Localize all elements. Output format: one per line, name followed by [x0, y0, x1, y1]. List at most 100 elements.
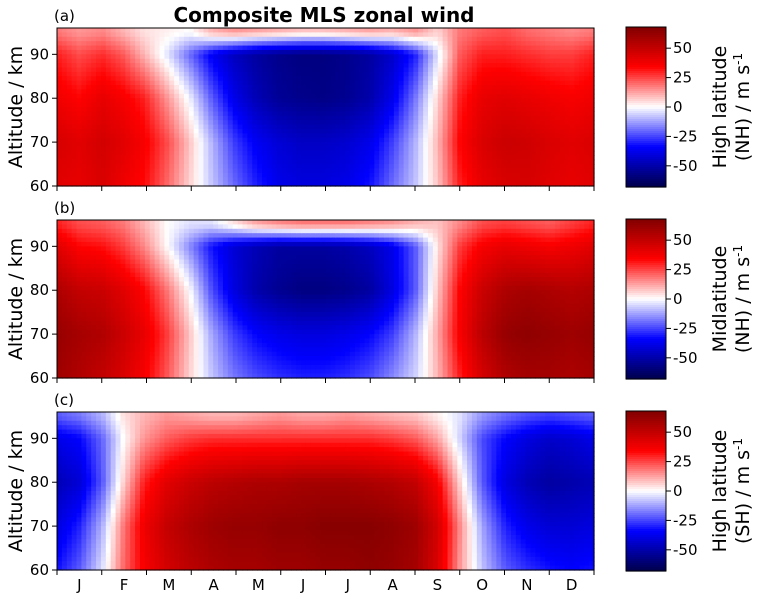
heatmap-cell: [428, 155, 434, 161]
heatmap-cell: [164, 102, 170, 108]
heatmap-cell: [203, 124, 209, 130]
heatmap-cell: [183, 155, 190, 161]
heatmap-cell: [491, 111, 497, 117]
heatmap-cell: [110, 93, 117, 99]
heatmap-cell: [437, 63, 444, 69]
heatmap-cell: [369, 28, 375, 33]
heatmap-cell: [296, 76, 302, 82]
heatmap-cell: [301, 58, 307, 64]
heatmap-cell: [179, 164, 185, 170]
heatmap-cell: [96, 255, 102, 261]
colorbar-label-exponent: -1: [731, 53, 745, 65]
heatmap-cell: [193, 181, 200, 187]
heatmap-cell: [105, 98, 112, 104]
heatmap-cell: [271, 107, 278, 112]
heatmap-cell: [369, 89, 375, 95]
heatmap-cell: [57, 71, 63, 77]
heatmap-cell: [579, 150, 585, 156]
heatmap-cell: [203, 120, 209, 126]
heatmap-cell: [81, 54, 87, 60]
heatmap-cell: [86, 80, 92, 86]
heatmap-cell: [535, 137, 541, 143]
heatmap-cell: [193, 168, 200, 174]
heatmap-cell: [467, 137, 473, 143]
heatmap-cell: [301, 85, 307, 91]
heatmap-cell: [345, 181, 351, 187]
heatmap-cell: [257, 28, 263, 33]
heatmap-cell: [91, 342, 97, 348]
heatmap-cell: [471, 54, 478, 60]
heatmap-cell: [61, 36, 68, 42]
heatmap-cell: [447, 102, 454, 108]
heatmap-cell: [476, 28, 483, 33]
heatmap-cell: [569, 172, 576, 178]
heatmap-cell: [574, 164, 580, 170]
heatmap-cell: [281, 115, 288, 121]
heatmap-cell: [320, 63, 327, 69]
heatmap-cell: [130, 111, 136, 117]
heatmap-cell: [564, 89, 571, 95]
heatmap-cell: [476, 155, 483, 161]
heatmap-cell: [564, 80, 571, 86]
heatmap-cell: [271, 111, 278, 117]
heatmap-cell: [515, 177, 522, 183]
heatmap-cell: [579, 98, 585, 104]
heatmap-cell: [447, 150, 454, 156]
heatmap-cell: [139, 36, 146, 42]
heatmap-cell: [154, 369, 161, 375]
heatmap-cell: [574, 93, 580, 99]
heatmap-cell: [57, 146, 63, 152]
heatmap-cell: [506, 89, 512, 95]
heatmap-cell: [71, 133, 78, 139]
heatmap-cell: [511, 124, 517, 130]
heatmap-cell: [559, 76, 566, 82]
heatmap-cell: [203, 142, 209, 148]
heatmap-cell: [535, 168, 541, 174]
heatmap-cell: [179, 58, 185, 64]
heatmap-cell: [584, 146, 590, 152]
heatmap-cell: [164, 220, 170, 225]
heatmap-cell: [76, 360, 83, 366]
heatmap-cell: [481, 89, 488, 95]
heatmap-cell: [486, 67, 493, 73]
colorbar-segment: [626, 135, 666, 138]
heatmap-cell: [301, 164, 307, 170]
heatmap-cell: [340, 54, 346, 60]
heatmap-cell: [169, 102, 175, 108]
heatmap-cell: [388, 85, 395, 91]
heatmap-cell: [271, 181, 278, 187]
heatmap-cell: [149, 246, 156, 252]
heatmap-cell: [120, 277, 126, 283]
heatmap-cell: [139, 85, 146, 91]
heatmap-cell: [159, 364, 165, 370]
heatmap-cell: [125, 181, 131, 187]
heatmap-cell: [257, 67, 263, 73]
heatmap-cell: [91, 272, 97, 278]
heatmap-cell: [105, 63, 112, 69]
heatmap-cell: [71, 351, 78, 357]
heatmap-cell: [227, 85, 234, 91]
heatmap-cell: [252, 133, 258, 139]
heatmap-cell: [579, 45, 585, 51]
heatmap-cell: [584, 28, 590, 33]
heatmap-cell: [110, 356, 117, 362]
heatmap-cell: [320, 80, 327, 86]
heatmap-cell: [374, 150, 380, 156]
heatmap-cell: [496, 128, 502, 134]
heatmap-cell: [252, 177, 258, 183]
heatmap-cell: [237, 41, 244, 47]
heatmap-cell: [462, 137, 468, 143]
heatmap-cell: [325, 142, 331, 148]
heatmap-cell: [501, 115, 507, 121]
heatmap-cell: [149, 137, 156, 143]
heatmap-cell: [164, 325, 170, 331]
heatmap-cell: [218, 85, 224, 91]
heatmap-cell: [257, 137, 263, 143]
heatmap-cell: [198, 45, 205, 51]
heatmap-cell: [135, 181, 141, 187]
heatmap-cell: [218, 142, 224, 148]
heatmap-cell: [81, 224, 87, 230]
heatmap-cell: [139, 299, 146, 304]
heatmap-cell: [574, 172, 580, 178]
heatmap-cell: [91, 159, 97, 165]
